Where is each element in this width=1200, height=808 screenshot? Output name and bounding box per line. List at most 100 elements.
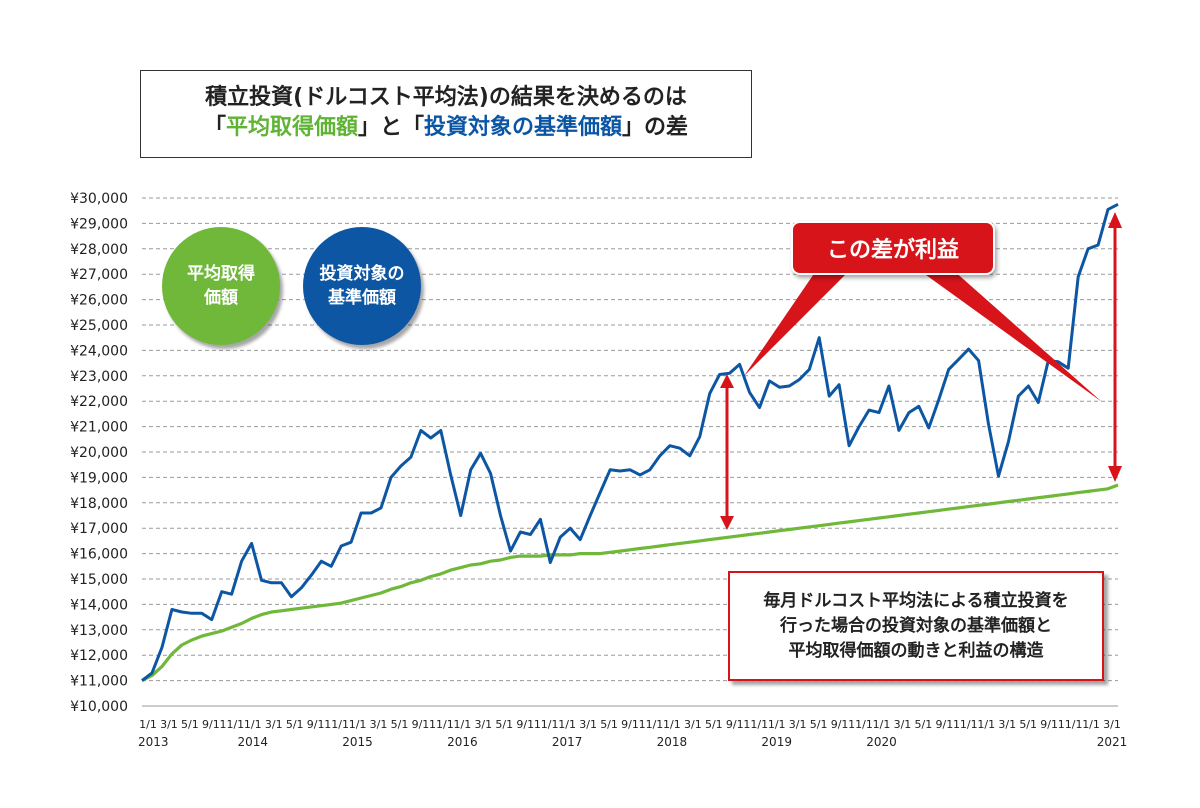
chart-title-line1: 積立投資(ドルコスト平均法)の結果を決めるのは [205, 85, 687, 110]
x-tick-label: 1/1 [873, 718, 891, 731]
x-tick-label: 1/1 [349, 718, 367, 731]
x-tick-label: 11/1 [324, 718, 349, 731]
chart-title-box: 積立投資(ドルコスト平均法)の結果を決めるのは 「平均取得価額」と「投資対象の基… [140, 70, 752, 158]
x-tick-label: 3/1 [579, 718, 597, 731]
x-year-label: 2017 [552, 735, 583, 749]
x-tick-label: 9/1 [307, 718, 325, 731]
x-tick-label: 9/1 [202, 718, 220, 731]
callout-bubble [791, 221, 995, 275]
note-line1: 毎月ドルコスト平均法による積立投資を [763, 590, 1069, 611]
x-tick-label: 3/1 [160, 718, 178, 731]
x-tick-label: 9/1 [412, 718, 430, 731]
x-tick-label: 3/1 [684, 718, 702, 731]
x-year-label: 2015 [342, 735, 373, 749]
callout-pointer-right [908, 262, 1102, 402]
x-tick-label: 5/1 [391, 718, 409, 731]
title-suffix: の差 [644, 115, 689, 140]
gap-arrow-2018 [720, 374, 734, 530]
explanation-note: 毎月ドルコスト平均法による積立投資を 行った場合の投資対象の基準価額と 平均取得… [728, 571, 1104, 681]
y-tick-label: ¥23,000 [70, 369, 128, 385]
note-line3: 平均取得価額の動きと利益の構造 [788, 640, 1044, 661]
y-tick-label: ¥28,000 [70, 242, 128, 258]
x-tick-label: 5/1 [286, 718, 304, 731]
x-tick-label: 1/1 [453, 718, 471, 731]
x-tick-label: 5/1 [810, 718, 828, 731]
gap-arrow-2021 [1108, 212, 1122, 482]
title-highlight-base-price: 投資対象の基準価額 [424, 115, 623, 140]
legend-label-line2: 基準価額 [328, 288, 396, 308]
x-axis: 1/1 3/1 5/1 9/1 11/1 1/1 3/1 5/1 9/1 11/1 1/1 3/1 5/… [138, 718, 1127, 749]
x-tick-label: 3/1 [474, 718, 492, 731]
x-tick-label: 5/1 [1019, 718, 1037, 731]
legend-label-line1: 投資対象の [319, 264, 405, 284]
y-tick-label: ¥25,000 [70, 318, 128, 334]
y-tick-label: ¥18,000 [70, 496, 128, 512]
x-tick-label: 11/1 [953, 718, 978, 731]
y-tick-label: ¥24,000 [70, 343, 128, 359]
y-tick-label: ¥21,000 [70, 420, 128, 436]
x-tick-label: 1/1 [1082, 718, 1100, 731]
x-tick-label: 9/1 [726, 718, 744, 731]
title-highlight-average-cost: 平均取得価額 [225, 115, 358, 140]
y-tick-label: ¥14,000 [70, 597, 128, 613]
x-tick-label: 5/1 [600, 718, 618, 731]
series-line-average-cost [141, 483, 1119, 683]
legend-label-line1: 平均取得 [187, 264, 255, 284]
x-tick-label: 9/1 [516, 718, 534, 731]
x-tick-label: 3/1 [789, 718, 807, 731]
x-tick-label: 9/1 [831, 718, 849, 731]
x-tick-label: 11/1 [534, 718, 559, 731]
y-tick-label: ¥29,000 [70, 216, 128, 232]
title-bracket-close: 」 [622, 115, 645, 140]
series-line-base-price [141, 202, 1119, 682]
y-axis: ¥10,000 ¥11,000 ¥12,000 ¥13,000 ¥14,000 ¥15,0… [70, 191, 128, 715]
x-tick-label: 5/1 [705, 718, 723, 731]
x-tick-label: 5/1 [181, 718, 199, 731]
x-year-label: 2020 [866, 735, 897, 749]
callout-label: この差が利益 [827, 237, 959, 263]
y-tick-label: ¥17,000 [70, 521, 128, 537]
x-tick-label: 9/1 [621, 718, 639, 731]
x-tick-label: 1/1 [244, 718, 262, 731]
annotation-overlay: この差が利益 [720, 212, 1122, 530]
series-lines [141, 202, 1119, 683]
y-tick-label: ¥20,000 [70, 445, 128, 461]
y-tick-label: ¥12,000 [70, 648, 128, 664]
x-tick-label: 11/1 [429, 718, 454, 731]
title-bracket-open: 「 [203, 115, 226, 140]
y-tick-label: ¥22,000 [70, 394, 128, 410]
x-tick-label: 1/1 [558, 718, 576, 731]
legend-circle-average-cost: 平均取得 価額 [162, 227, 280, 345]
x-tick-label: 11/1 [639, 718, 664, 731]
x-tick-label: 3/1 [265, 718, 283, 731]
title-connector: と [379, 115, 402, 140]
title-bracket-open: 「 [402, 115, 425, 140]
callout-pointer-left [744, 262, 858, 376]
x-tick-label: 3/1 [370, 718, 388, 731]
x-tick-label: 1/1 [977, 718, 995, 731]
y-tick-label: ¥15,000 [70, 572, 128, 588]
x-year-label: 2018 [657, 735, 688, 749]
note-line2: 行った場合の投資対象の基準価額と [780, 615, 1052, 636]
x-year-label: 2019 [761, 735, 792, 749]
x-tick-label: 11/1 [743, 718, 768, 731]
x-tick-label: 3/1 [998, 718, 1016, 731]
y-tick-label: ¥27,000 [70, 267, 128, 283]
x-tick-label: 5/1 [495, 718, 513, 731]
y-tick-label: ¥30,000 [70, 191, 128, 207]
x-tick-label: 3/1 [894, 718, 912, 731]
x-tick-label: 11/1 [848, 718, 873, 731]
x-year-label: 2016 [447, 735, 478, 749]
x-year-label: 2014 [238, 735, 269, 749]
title-bracket-close: 」 [357, 115, 380, 140]
x-tick-label: 11/1 [219, 718, 244, 731]
x-tick-label: 11/1 [1058, 718, 1083, 731]
y-tick-label: ¥26,000 [70, 293, 128, 309]
x-tick-label: 3/1 [1103, 718, 1121, 731]
legend-circle-base-price: 投資対象の 基準価額 [303, 227, 421, 345]
x-tick-label: 1/1 [139, 718, 157, 731]
x-tick-label: 1/1 [663, 718, 681, 731]
y-tick-label: ¥16,000 [70, 547, 128, 563]
x-tick-label: 9/1 [1040, 718, 1058, 731]
